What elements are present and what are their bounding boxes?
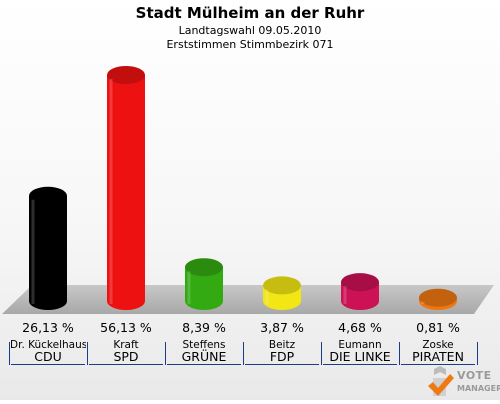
candidate-label: Eumann bbox=[338, 339, 382, 351]
bar-piraten bbox=[419, 288, 457, 310]
vote-manager-logo: VOTE MANAGER bbox=[424, 366, 500, 400]
party-label: PIRATEN bbox=[412, 349, 464, 364]
party-underline bbox=[323, 364, 397, 365]
category-divider bbox=[243, 342, 244, 365]
party-underline bbox=[11, 364, 85, 365]
category-divider bbox=[87, 342, 88, 365]
candidate-label: Zoske bbox=[422, 339, 454, 351]
category-divider bbox=[165, 342, 166, 365]
candidate-label: Dr. Kückelhaus bbox=[10, 339, 86, 351]
bar-spd bbox=[107, 66, 145, 310]
category-divider bbox=[399, 342, 400, 365]
candidate-label: Beitz bbox=[268, 339, 296, 351]
party-label: CDU bbox=[34, 349, 62, 364]
ballot-check-icon bbox=[428, 366, 454, 396]
candidate-label: Steffens bbox=[182, 339, 226, 351]
value-label: 8,39 % bbox=[182, 320, 226, 335]
party-underline bbox=[401, 364, 475, 365]
category-divider bbox=[9, 342, 10, 365]
chart-subtitle-election: Landtagswahl 09.05.2010 bbox=[178, 24, 322, 37]
value-label: 3,87 % bbox=[260, 320, 304, 335]
candidate-label: Kraft bbox=[113, 339, 139, 351]
chart-title: Stadt Mülheim an der Ruhr bbox=[135, 4, 365, 22]
party-label: DIE LINKE bbox=[329, 349, 391, 364]
party-underline bbox=[89, 364, 163, 365]
category-divider bbox=[477, 342, 478, 365]
value-label: 0,81 % bbox=[416, 320, 460, 335]
category-divider bbox=[321, 342, 322, 365]
party-underline bbox=[167, 364, 241, 365]
chart-subtitle-district: Erststimmen Stimmbezirk 071 bbox=[166, 38, 334, 51]
party-label: FDP bbox=[269, 349, 295, 364]
value-label: 4,68 % bbox=[338, 320, 382, 335]
value-label: 56,13 % bbox=[100, 320, 152, 335]
logo-text-vote: VOTE bbox=[457, 369, 492, 382]
logo-text-manager: MANAGER bbox=[457, 384, 500, 393]
bar-die-linke bbox=[341, 273, 379, 310]
bar-gr-ne bbox=[185, 258, 223, 310]
bar-cdu bbox=[29, 186, 67, 310]
party-underline bbox=[245, 364, 319, 365]
bar-fdp bbox=[263, 276, 301, 310]
party-label: SPD bbox=[113, 349, 139, 364]
party-label: GRÜNE bbox=[181, 349, 227, 364]
value-label: 26,13 % bbox=[22, 320, 74, 335]
